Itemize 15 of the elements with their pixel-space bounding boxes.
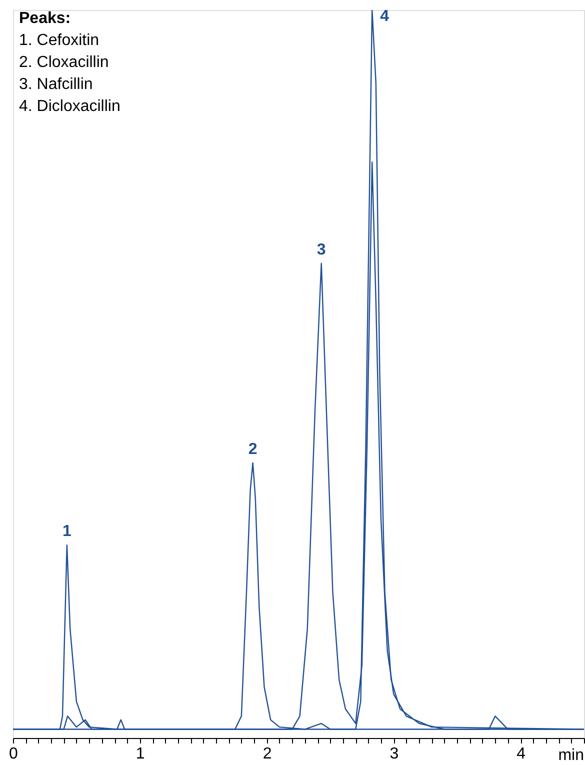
annotation: 4 — [380, 8, 390, 25]
x-tick-label: 0 — [9, 746, 18, 762]
x-tick-label: 4 — [516, 746, 526, 762]
annotation: 4. Dicloxacillin — [19, 98, 120, 115]
annotation: 1 — [62, 523, 72, 540]
chart-title: Peaks: — [19, 10, 71, 27]
annotation: 2. Cloxacillin — [19, 54, 109, 71]
annotation: 2 — [248, 440, 258, 458]
x-tick-label: 2 — [262, 746, 272, 762]
annotation: 1. Cefoxitin — [19, 32, 100, 49]
annotation: 3 — [316, 241, 326, 258]
x-tick-label: 1 — [136, 746, 145, 762]
x-tick-label: 3 — [390, 746, 399, 762]
annotation: 3. Nafcillin — [19, 76, 93, 93]
x-axis-title: min — [558, 747, 584, 764]
